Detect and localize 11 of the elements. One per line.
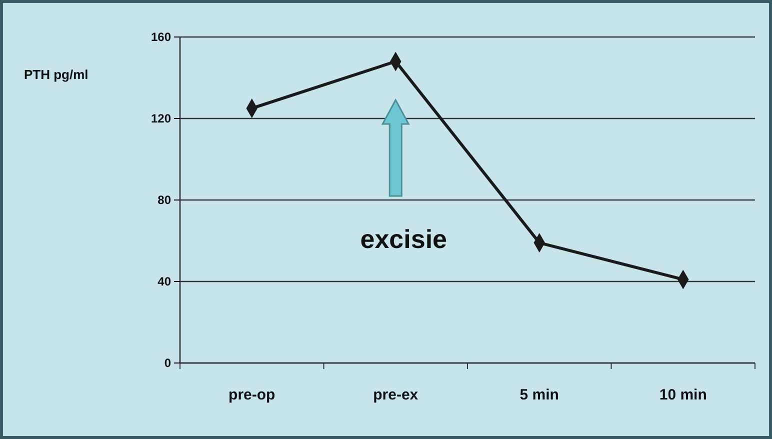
y-tick-label: 160 — [150, 30, 172, 44]
x-tick-label: 10 min — [659, 386, 707, 404]
x-tick-label: 5 min — [520, 386, 559, 404]
y-tick-label: 120 — [150, 111, 172, 126]
y-axis-title: PTH pg/ml — [24, 67, 88, 82]
annotation: excisie — [360, 224, 447, 254]
y-tick-label: 80 — [158, 192, 172, 207]
y-tick-label: 40 — [158, 274, 172, 288]
x-tick-label: pre-ex — [373, 386, 419, 404]
y-tick-label: 0 — [164, 356, 172, 370]
x-tick-label: pre-op — [228, 386, 276, 404]
